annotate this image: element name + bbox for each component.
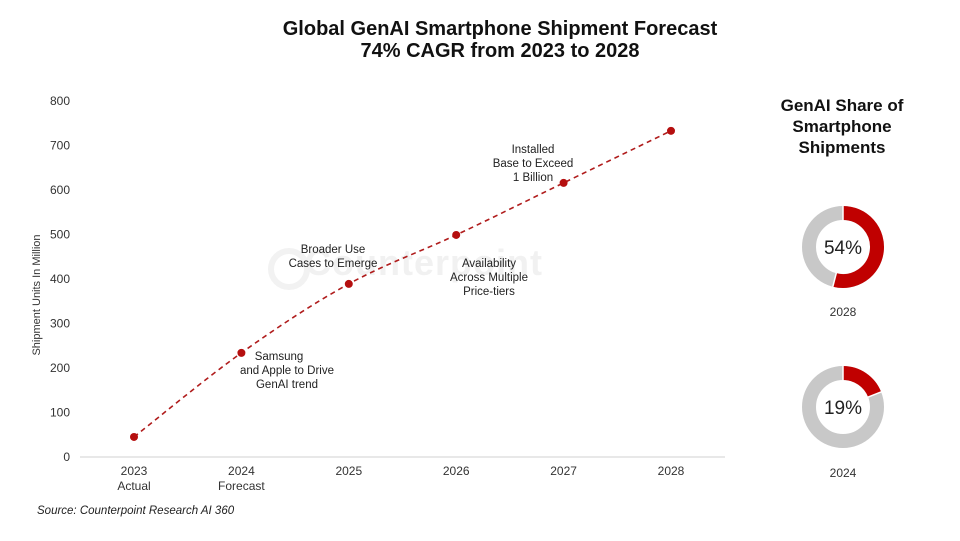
x-tick-sublabel: Forecast [218,479,265,493]
data-point-2028 [667,126,675,135]
donut-year-label: 2028 [830,305,857,319]
side-title-line-2: Smartphone [792,117,892,136]
y-tick-label: 800 [50,94,70,108]
y-tick-label: 0 [63,450,70,464]
data-point-2026 [452,230,461,239]
y-tick-label: 300 [50,317,70,331]
x-tick-label: 2027 [550,464,577,478]
donut-year-label: 2024 [830,466,857,480]
donut-segment-2024 [842,366,882,398]
x-tick-label: 2024 [228,464,255,478]
data-point-2027 [559,178,568,187]
annotation-2024: GenAI trend [256,379,318,391]
annotation-2027: Base to Exceed [493,158,574,170]
y-tick-label: 200 [50,361,70,375]
title-line-1: Global GenAI Smartphone Shipment Forecas… [282,18,718,40]
source-note: Source: Counterpoint Research AI 360 [37,505,235,517]
donut-separator [831,271,838,288]
title-line-2: 74% CAGR from 2023 to 2028 [360,40,640,62]
y-tick-label: 100 [50,406,70,420]
watermark-logo-icon [268,248,310,290]
donut-section-title: GenAI Share of Smartphone Shipments [762,95,922,158]
annotation-2027: Installed [512,144,555,156]
x-tick-label: 2023 [121,464,148,478]
annotation-2025: Cases to Emerge [289,258,378,270]
x-tick-label: 2025 [335,464,362,478]
y-tick-label: 400 [50,272,70,286]
y-tick-label: 600 [50,183,70,197]
annotation-2026: Price-tiers [463,286,515,298]
chart-title: Global GenAI Smartphone Shipment Forecas… [240,18,760,62]
annotation-2026: Availability [462,258,516,270]
x-tick-label: 2026 [443,464,470,478]
series-line [133,130,672,438]
y-tick-label: 500 [50,228,70,242]
y-tick-label: 700 [50,139,70,153]
donut-value-2024: 19% [824,398,862,419]
side-title-line-3: Shipments [798,138,886,157]
data-point-2025 [344,279,353,288]
annotation-2024: Samsung [255,351,304,363]
donut-segment-2028 [832,206,884,288]
data-point-2024 [237,348,246,357]
x-tick-label: 2028 [658,464,685,478]
side-title-line-1: GenAI Share of [780,96,904,115]
data-point-2023 [130,432,138,441]
donut-separator [866,390,883,399]
x-tick-sublabel: Actual [117,479,150,493]
donut-value-2028: 54% [824,238,862,259]
annotation-2024: and Apple to Drive [240,365,334,377]
annotation-2027: 1 Billion [513,172,553,184]
annotation-2025: Broader Use [301,244,366,256]
annotation-2026: Across Multiple [450,272,528,284]
